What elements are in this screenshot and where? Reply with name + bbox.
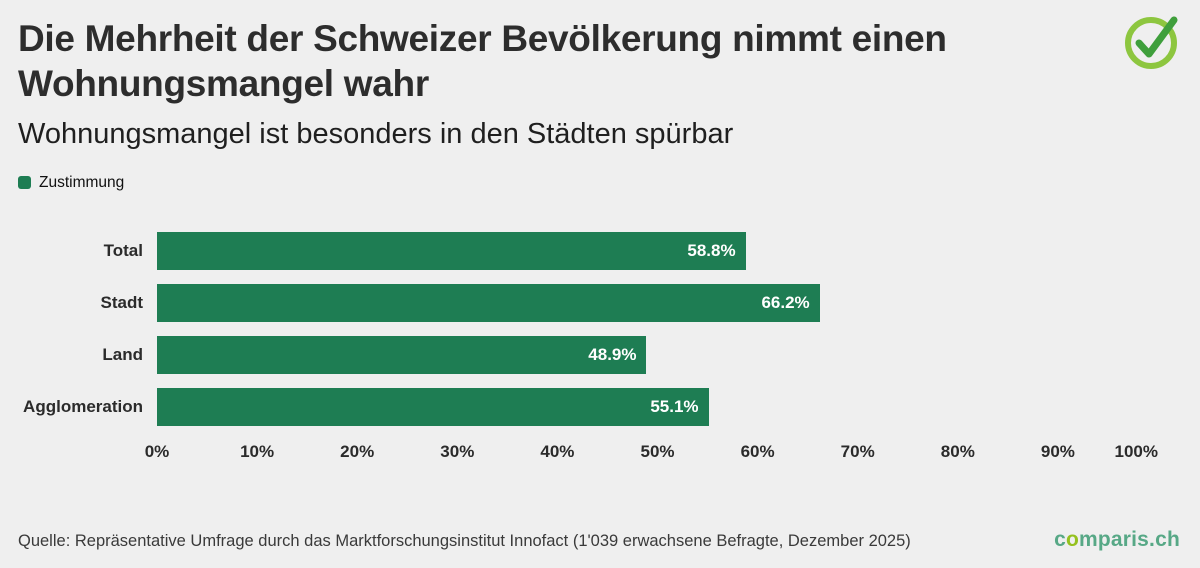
axis-tick-label: 30% (440, 441, 475, 461)
footer: Quelle: Repräsentative Umfrage durch das… (18, 528, 1180, 552)
bar: 48.9% (157, 335, 647, 374)
comparis-logo: comparis.ch (1054, 528, 1180, 552)
value-label: 48.9% (588, 344, 637, 364)
legend-swatch (18, 176, 31, 190)
axis-tick-label: 40% (540, 441, 575, 461)
bar: 55.1% (157, 387, 709, 426)
axis-tick-label: 70% (840, 441, 875, 461)
page-subtitle: Wohnungsmangel ist besonders in den Städ… (18, 118, 734, 151)
bar-rows: Total 58.8% Stadt 66.2% Land 48.9% Agglomerati… (14, 231, 1158, 426)
header: Die Mehrheit der Schweizer Bevölkerung n… (0, 0, 1200, 192)
bar-chart: Total 58.8% Stadt 66.2% Land 48.9% Agglomerati… (0, 231, 1200, 466)
axis-tick-label: 80% (940, 441, 975, 461)
category-label: Stadt (100, 292, 144, 312)
axis-tick-label: 50% (640, 441, 675, 461)
category-label: Agglomeration (23, 396, 143, 416)
value-label: 66.2% (761, 292, 810, 312)
bar-row: Agglomeration 55.1% (14, 387, 1158, 426)
bar-row: Land 48.9% (14, 335, 1158, 374)
page-title: Die Mehrheit der Schweizer Bevölkerung n… (18, 18, 947, 105)
value-label: 58.8% (687, 240, 736, 260)
legend: Zustimmung (18, 174, 1182, 192)
axis-track: 0% 10% 20% 30% 40% 50% 60% 70% 80% 90% 100% (145, 440, 1158, 466)
bar-track: 66.2% (157, 283, 1158, 322)
bar-track: 55.1% (157, 387, 1158, 426)
legend-label: Zustimmung (39, 173, 125, 191)
bar-row: Stadt 66.2% (14, 283, 1158, 322)
category-label: Land (102, 344, 143, 364)
bar: 58.8% (157, 231, 746, 270)
axis-tick-label: 0% (144, 441, 170, 461)
value-label: 55.1% (650, 396, 699, 416)
axis-tick-label: 90% (1040, 441, 1075, 461)
bar-track: 48.9% (157, 335, 1158, 374)
logo-o: o (1065, 528, 1079, 551)
logo-text: c (1054, 528, 1066, 551)
category-label: Total (103, 240, 143, 260)
axis-tick-label: 100% (1114, 441, 1158, 461)
x-axis: 0% 10% 20% 30% 40% 50% 60% 70% 80% 90% 100% (14, 440, 1158, 466)
axis-spacer (14, 440, 157, 466)
axis-tick-label: 60% (740, 441, 775, 461)
axis-tick-label: 10% (240, 441, 275, 461)
logo-text-rest: mparis.ch (1078, 528, 1180, 551)
checkmark-badge-icon (1125, 16, 1178, 69)
bar-track: 58.8% (157, 231, 1158, 270)
axis-tick-label: 20% (340, 441, 375, 461)
source-note: Quelle: Repräsentative Umfrage durch das… (18, 532, 911, 550)
bar-row: Total 58.8% (14, 231, 1158, 270)
bar: 66.2% (157, 283, 820, 322)
